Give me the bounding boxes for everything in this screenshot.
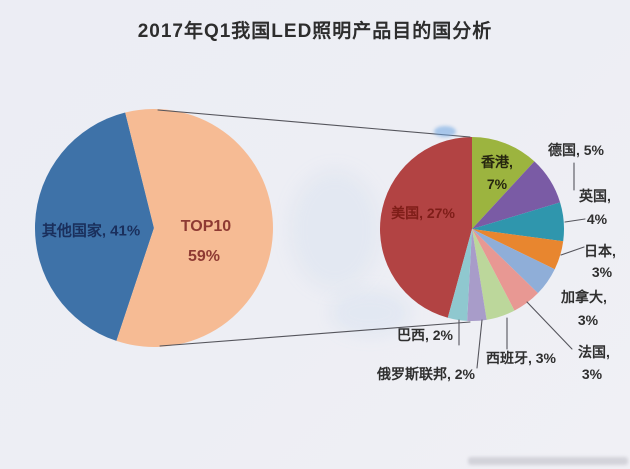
slice-label-russia: 俄罗斯联邦, 2% xyxy=(376,366,476,382)
chart-title: 2017年Q1我国LED照明产品目的国分析 xyxy=(137,21,493,42)
slice-label-brazil: 巴西, 2% xyxy=(396,327,454,343)
slice-label-canada-line1: 加拿大, xyxy=(561,289,607,305)
pie-slice-hong-kong xyxy=(471,137,535,229)
slice-label-hong-kong-line2: 7% xyxy=(486,176,508,192)
leader-line-russia xyxy=(476,319,483,369)
pie-slice-uk xyxy=(472,202,565,242)
slice-label-usa: 美国, 27% xyxy=(391,205,455,221)
slice-label-germany: 德国, 5% xyxy=(547,142,605,158)
slice-label-top10-line1: TOP10 xyxy=(180,218,232,235)
slice-label-top10-line2: 59% xyxy=(187,248,221,265)
series-connector-bottom-line xyxy=(159,321,471,347)
pie-slice-russia xyxy=(467,229,487,322)
leader-line-japan xyxy=(560,246,585,256)
leader-line-france xyxy=(526,301,573,350)
slice-label-uk-line1: 英国, xyxy=(579,188,611,204)
slice-label-japan-line2: 3% xyxy=(591,264,613,280)
slice-label-spain: 西班牙, 3% xyxy=(485,350,557,366)
pie-slice-top10 xyxy=(116,108,273,347)
pie-slices-layer xyxy=(34,108,565,347)
slice-label-others: 其他国家, 41% xyxy=(41,222,141,240)
pie-slice-others xyxy=(34,112,155,341)
slice-label-canada-line2: 3% xyxy=(577,312,599,328)
pie-slice-canada xyxy=(472,229,555,294)
pie-slice-germany xyxy=(472,161,561,229)
series-connector-top-line xyxy=(157,109,471,138)
pie-slice-brazil xyxy=(447,229,472,321)
pie-slice-usa xyxy=(380,137,472,318)
leader-lines-layer xyxy=(157,109,586,369)
pie-slice-france xyxy=(472,229,538,311)
leader-line-uk xyxy=(564,218,586,223)
slice-label-hong-kong-line1: 香港, xyxy=(481,154,513,170)
slice-label-france-line2: 3% xyxy=(581,366,603,382)
slice-label-japan-line1: 日本, xyxy=(584,243,616,259)
slice-label-uk-line2: 4% xyxy=(586,211,608,227)
pie-slice-spain xyxy=(472,229,515,320)
pie-slice-japan xyxy=(472,229,564,270)
slice-label-france-line1: 法国, xyxy=(578,344,610,360)
